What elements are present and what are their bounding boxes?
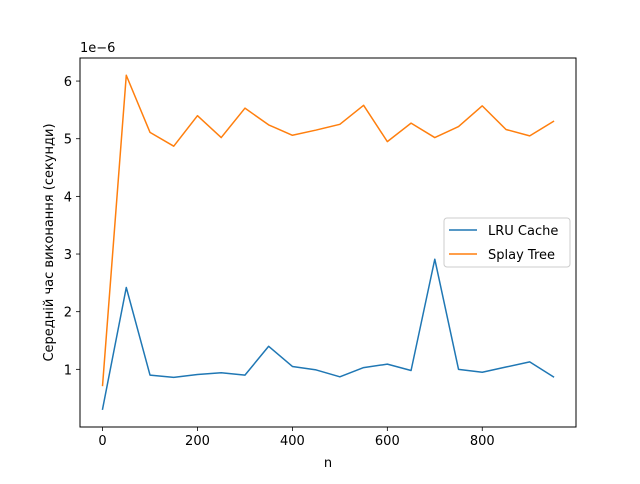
y-tick-label: 6 bbox=[64, 75, 72, 90]
y-axis-label: Середній час виконання (секунди) bbox=[42, 123, 57, 361]
x-tick-label: 800 bbox=[470, 434, 495, 449]
x-axis: 0 200 400 600 800 bbox=[98, 427, 495, 449]
y-offset-label: 1e−6 bbox=[80, 41, 115, 56]
y-tick-label: 1 bbox=[64, 363, 72, 378]
series-layer bbox=[101, 74, 555, 411]
x-tick-label: 400 bbox=[280, 434, 305, 449]
y-tick-label: 5 bbox=[64, 133, 72, 148]
x-tick-label: 200 bbox=[185, 434, 210, 449]
y-tick-label: 2 bbox=[64, 306, 72, 321]
y-tick-label: 4 bbox=[64, 190, 72, 205]
x-tick-label: 0 bbox=[98, 434, 106, 449]
x-axis-label: n bbox=[324, 456, 332, 471]
y-tick-label: 3 bbox=[64, 248, 72, 263]
series-line-splay-tree bbox=[101, 74, 555, 387]
series-line-lru-cache bbox=[101, 258, 555, 411]
y-axis: 1 2 3 4 5 6 bbox=[64, 75, 80, 378]
axes-frame bbox=[79, 57, 577, 428]
legend-label-lru-cache: LRU Cache bbox=[488, 224, 558, 239]
x-tick-label: 600 bbox=[375, 434, 400, 449]
legend-label-splay-tree: Splay Tree bbox=[488, 248, 555, 263]
legend: LRU Cache Splay Tree bbox=[443, 217, 571, 268]
